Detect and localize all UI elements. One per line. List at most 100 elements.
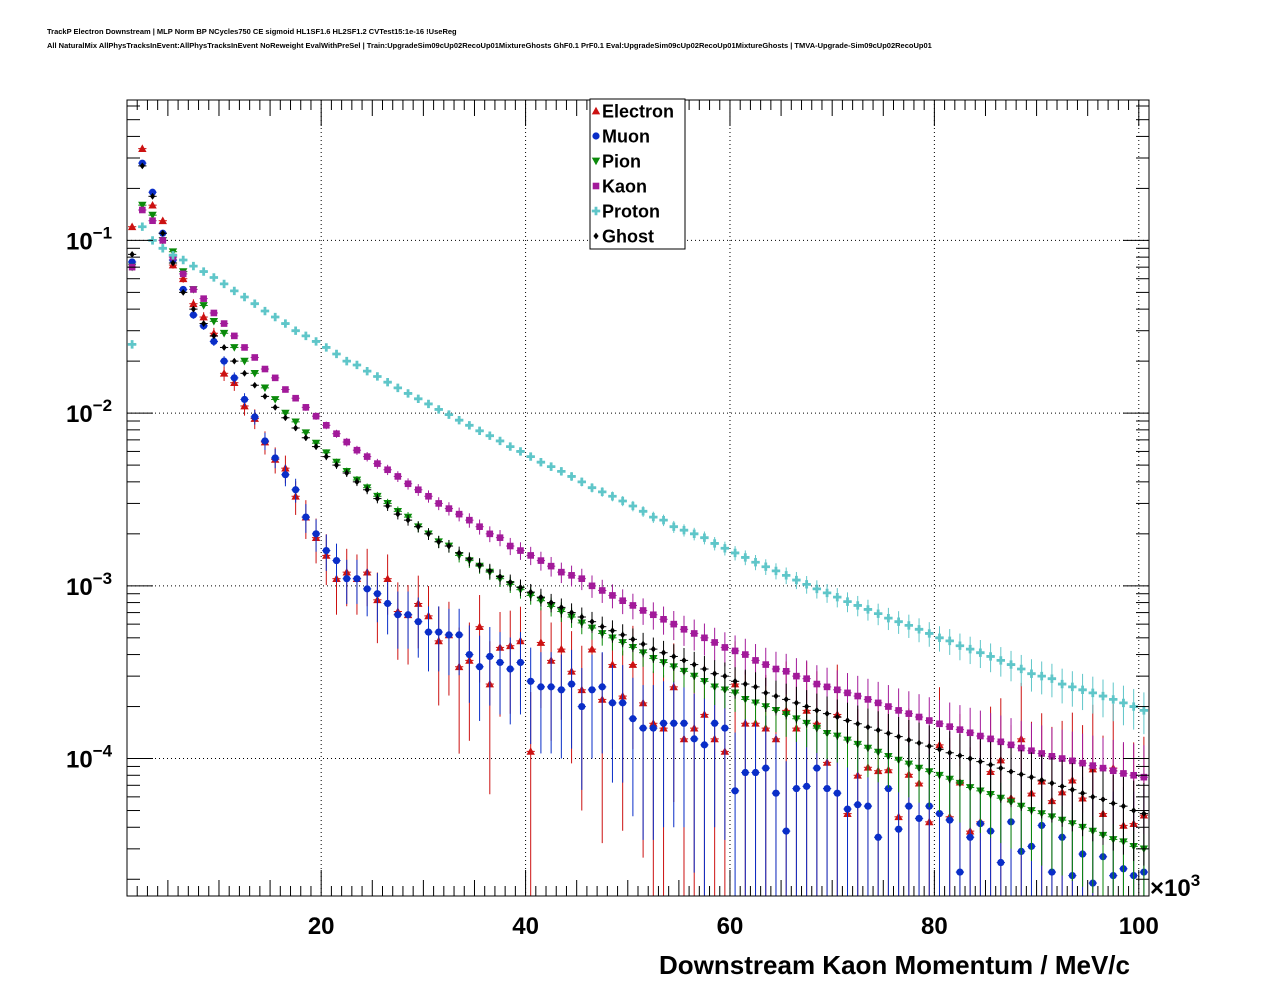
data-point	[362, 366, 372, 376]
data-point	[270, 312, 280, 322]
data-point	[496, 534, 504, 541]
data-point	[936, 745, 943, 753]
data-point	[1057, 679, 1067, 689]
data-point	[1017, 664, 1026, 674]
data-point	[343, 575, 351, 583]
data-point	[527, 677, 535, 685]
data-point	[762, 764, 770, 772]
data-point	[455, 631, 463, 639]
data-point	[526, 452, 535, 461]
series-muon	[128, 159, 1148, 896]
data-point	[281, 409, 290, 418]
data-point	[282, 414, 289, 422]
data-point	[434, 405, 443, 414]
data-point	[231, 357, 237, 365]
data-point	[650, 645, 656, 653]
data-point	[997, 858, 1005, 867]
data-point	[486, 652, 494, 661]
data-point	[588, 582, 596, 590]
data-point	[711, 719, 719, 727]
data-point	[547, 562, 555, 570]
data-point	[722, 672, 728, 680]
data-point	[199, 267, 208, 276]
data-point	[168, 251, 178, 260]
data-point	[712, 670, 718, 678]
data-point	[158, 244, 167, 253]
data-point	[414, 618, 422, 626]
data-point	[946, 816, 954, 824]
data-point	[967, 755, 973, 762]
data-point	[1100, 796, 1106, 803]
data-point	[537, 683, 545, 691]
data-point	[485, 431, 495, 440]
data-point	[752, 683, 759, 691]
data-point	[977, 758, 983, 766]
data-point	[507, 578, 513, 586]
data-point	[905, 802, 913, 810]
data-point	[690, 735, 698, 743]
data-point	[884, 784, 892, 793]
data-point	[230, 286, 239, 296]
data-point	[589, 618, 595, 626]
data-point	[271, 374, 279, 382]
data-point	[588, 686, 596, 694]
data-point	[260, 384, 270, 393]
data-point	[240, 357, 249, 366]
data-point	[803, 782, 811, 790]
data-point	[261, 437, 269, 445]
data-point	[425, 492, 432, 500]
data-point	[578, 575, 586, 582]
data-point	[916, 739, 922, 747]
data-point	[1141, 810, 1147, 817]
legend-label-pion: Pion	[602, 152, 641, 172]
data-point	[804, 703, 810, 710]
data-point	[803, 675, 810, 682]
data-point	[691, 661, 697, 668]
data-point	[946, 723, 954, 730]
data-point	[506, 442, 515, 451]
data-point	[240, 292, 249, 302]
data-point	[394, 611, 402, 619]
data-point	[127, 222, 137, 231]
data-point	[659, 515, 668, 525]
data-point	[865, 723, 871, 731]
data-point	[536, 638, 546, 646]
data-point	[190, 305, 197, 313]
data-point	[200, 295, 207, 302]
data-point	[874, 699, 882, 707]
data-point	[211, 332, 217, 340]
data-point	[608, 492, 617, 501]
data-point	[914, 625, 924, 634]
data-point	[873, 609, 883, 618]
data-point	[527, 552, 534, 559]
data-point	[618, 496, 627, 506]
data-point	[313, 443, 319, 450]
data-point	[272, 403, 278, 411]
data-point	[210, 309, 218, 317]
x-axis-title: Downstream Kaon Momentum / MeV/c	[659, 950, 1130, 980]
series-kaon	[128, 206, 1148, 834]
data-point	[322, 343, 331, 352]
data-point	[128, 258, 136, 266]
data-point	[567, 472, 576, 481]
data-point	[609, 592, 616, 599]
data-point	[230, 344, 239, 352]
data-point	[251, 413, 259, 421]
data-point	[189, 261, 198, 271]
data-point	[659, 719, 668, 727]
data-point	[824, 710, 830, 718]
legend: Electron Muon Pion Kaon Proton Ghost	[589, 98, 686, 250]
data-point	[895, 707, 902, 714]
data-point	[180, 288, 186, 296]
legend-label-electron: Electron	[602, 102, 674, 122]
data-point	[281, 471, 290, 479]
data-point	[158, 216, 167, 225]
data-point	[383, 574, 392, 583]
axis-labels: ×103 Downstream Kaon Momentum / MeV/c 20…	[66, 223, 1200, 980]
data-point	[322, 546, 330, 555]
x-tick-label: 40	[512, 913, 539, 940]
data-point	[895, 825, 903, 833]
legend-label-muon: Muon	[602, 127, 650, 147]
series-ghost	[128, 162, 1148, 866]
data-point	[506, 665, 514, 673]
